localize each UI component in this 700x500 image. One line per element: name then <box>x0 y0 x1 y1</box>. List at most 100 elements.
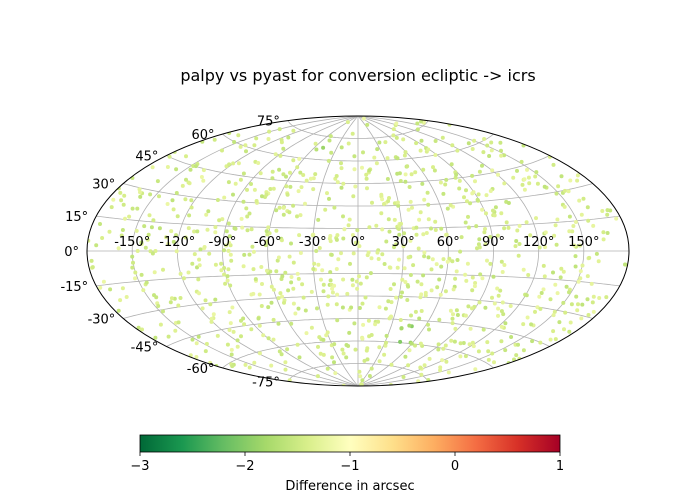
data-point <box>252 187 257 192</box>
data-point <box>382 352 387 357</box>
data-point <box>167 154 172 159</box>
longitude-tick-label: -150° <box>114 235 150 250</box>
data-point <box>504 220 509 225</box>
data-point <box>138 194 143 199</box>
data-point <box>498 288 503 293</box>
data-point <box>344 343 349 347</box>
data-point <box>291 301 296 306</box>
data-point <box>311 232 316 237</box>
data-point <box>229 352 234 357</box>
data-point <box>415 121 420 126</box>
data-point <box>333 371 338 376</box>
data-point <box>400 290 404 295</box>
data-point <box>577 243 582 248</box>
data-point <box>116 308 121 313</box>
data-point <box>535 181 540 186</box>
data-point <box>517 223 522 228</box>
data-point <box>466 304 471 309</box>
data-point <box>207 251 212 256</box>
data-point <box>414 225 419 230</box>
data-point <box>143 245 148 250</box>
data-point <box>219 268 224 273</box>
data-point <box>463 354 468 359</box>
data-point <box>209 316 214 321</box>
data-point <box>289 275 294 279</box>
data-point <box>414 141 419 146</box>
data-point <box>264 192 269 197</box>
data-point <box>407 185 412 189</box>
data-point <box>120 228 125 232</box>
data-point <box>419 119 423 124</box>
data-point <box>233 226 238 231</box>
data-point <box>553 223 558 228</box>
data-point <box>552 233 557 238</box>
data-point <box>502 263 507 267</box>
data-point <box>533 174 538 179</box>
data-point <box>415 127 420 132</box>
data-point <box>373 322 378 327</box>
data-point <box>332 342 337 347</box>
data-point <box>377 359 382 364</box>
data-point <box>478 272 483 277</box>
data-point <box>230 305 235 310</box>
data-point <box>295 214 299 219</box>
data-point <box>386 299 391 304</box>
data-point <box>203 349 208 354</box>
data-point <box>206 209 211 214</box>
data-point <box>280 274 285 279</box>
data-point <box>279 140 284 145</box>
data-point <box>445 259 450 264</box>
data-point <box>470 173 475 178</box>
data-point <box>430 257 435 262</box>
data-point <box>486 357 491 362</box>
data-point <box>257 323 262 328</box>
data-point <box>496 293 501 298</box>
data-point <box>201 178 206 183</box>
data-point <box>401 137 406 142</box>
data-point <box>541 287 546 292</box>
latitude-tick-labels: 75° 60° 45° 30° 15° 0° -15° -30° -45° -60° -75° <box>60 115 279 391</box>
data-point <box>447 256 452 261</box>
data-point <box>355 286 360 291</box>
data-point <box>321 282 326 287</box>
data-point <box>473 367 478 372</box>
data-point <box>320 268 325 273</box>
data-point <box>249 227 254 232</box>
data-point <box>212 137 217 142</box>
data-point <box>419 138 424 143</box>
data-point <box>516 342 520 347</box>
data-point <box>453 276 458 281</box>
data-point <box>367 225 372 230</box>
data-point <box>133 276 137 281</box>
data-point <box>375 250 380 255</box>
data-point <box>357 274 361 279</box>
data-point <box>194 341 199 346</box>
colorbar-tick-label: −3 <box>130 459 149 474</box>
data-point <box>377 140 382 145</box>
data-point <box>281 172 286 177</box>
data-point <box>349 305 354 310</box>
data-point <box>375 147 380 152</box>
data-point <box>559 266 564 271</box>
data-point <box>492 213 497 218</box>
data-point <box>341 214 345 219</box>
data-point <box>542 274 547 279</box>
data-point <box>301 173 306 177</box>
meridian-line <box>312 116 359 386</box>
data-point <box>454 172 459 177</box>
data-point <box>183 235 188 240</box>
data-point <box>399 326 404 331</box>
data-point <box>405 164 410 169</box>
data-point <box>321 289 326 294</box>
data-point <box>119 233 124 238</box>
data-point <box>347 217 352 222</box>
data-point <box>402 153 407 158</box>
data-point <box>474 224 479 229</box>
data-point <box>418 365 423 370</box>
data-point <box>345 120 350 125</box>
data-point <box>555 291 560 296</box>
data-point <box>282 300 286 305</box>
data-point <box>483 305 488 310</box>
data-point <box>150 165 155 170</box>
data-point <box>587 255 592 260</box>
